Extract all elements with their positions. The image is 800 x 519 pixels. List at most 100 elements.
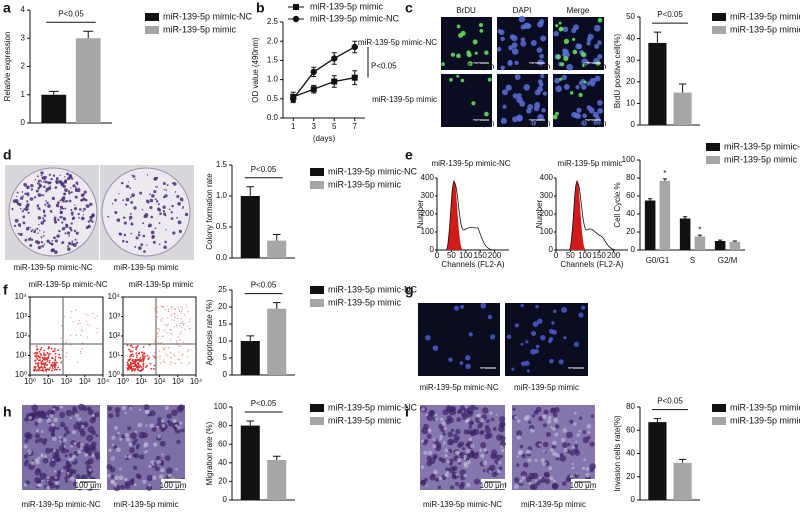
cell	[505, 84, 512, 91]
colony	[59, 211, 63, 215]
cell	[38, 437, 44, 443]
cell	[59, 411, 66, 419]
y-tick-label: 80	[626, 402, 635, 411]
cell	[447, 438, 454, 446]
cell	[53, 470, 57, 473]
colony	[24, 207, 29, 212]
cell	[549, 476, 554, 481]
colony	[22, 221, 26, 225]
cell	[63, 465, 67, 470]
event	[85, 320, 87, 322]
y-tick-label: 40	[626, 449, 635, 458]
event	[137, 368, 139, 371]
colony	[135, 236, 139, 240]
event	[88, 325, 91, 327]
marker	[351, 74, 358, 81]
event	[177, 343, 179, 346]
cell	[558, 21, 562, 25]
cell	[492, 453, 498, 459]
event	[134, 368, 137, 370]
cell	[490, 334, 496, 340]
x-axis-label: Channels (FL2-A)	[441, 260, 504, 269]
event	[138, 358, 141, 361]
cell	[530, 40, 537, 46]
event	[34, 368, 37, 370]
colony	[123, 221, 127, 225]
event	[132, 355, 135, 358]
event	[174, 316, 176, 318]
cell	[508, 45, 514, 51]
event	[162, 361, 164, 363]
event	[165, 347, 167, 349]
cell	[114, 485, 117, 488]
cell	[128, 442, 133, 447]
colony	[65, 190, 67, 193]
event	[153, 338, 155, 340]
colony	[36, 189, 39, 193]
y-tick-label: 25	[218, 285, 227, 294]
y-tick-label: 10⁴	[15, 292, 28, 301]
cell	[551, 329, 557, 335]
x-tick-label: S	[690, 256, 695, 265]
g1-peak	[446, 180, 463, 250]
cell	[59, 421, 66, 428]
panel-letter: c	[405, 0, 413, 16]
cell	[439, 434, 444, 439]
cell	[128, 406, 133, 411]
cell	[127, 426, 132, 431]
cell	[466, 482, 471, 488]
cell	[575, 85, 580, 90]
colony	[111, 203, 114, 205]
marker	[293, 4, 299, 10]
cell	[531, 414, 536, 418]
event	[157, 328, 159, 330]
colony	[49, 209, 53, 213]
event	[142, 365, 145, 368]
colony	[67, 245, 70, 248]
legend-swatch	[310, 299, 324, 307]
colony	[18, 202, 22, 207]
cell	[552, 309, 557, 314]
cell	[552, 451, 557, 457]
cell	[593, 24, 601, 32]
x-tick-label: 10¹	[42, 377, 54, 386]
error-bar	[683, 216, 688, 219]
panel-letter: i	[405, 404, 409, 420]
marker	[331, 78, 338, 85]
colony	[43, 243, 46, 245]
cell	[594, 43, 600, 49]
event	[129, 361, 132, 364]
y-tick-label: 300	[540, 191, 554, 200]
event	[181, 354, 183, 356]
cell	[54, 476, 58, 479]
event	[81, 347, 83, 350]
cell	[465, 355, 471, 361]
cell	[160, 426, 166, 433]
y-axis-label: Number	[535, 199, 544, 228]
cell	[578, 430, 582, 433]
cell	[51, 432, 56, 437]
event	[33, 369, 35, 372]
cell	[139, 454, 145, 460]
colony	[66, 231, 71, 235]
cell	[64, 479, 69, 483]
event	[54, 352, 57, 355]
cell	[496, 46, 502, 52]
x-tick-label: G2/M	[718, 256, 738, 265]
y-tick-label: 10²	[15, 331, 27, 340]
cell	[155, 455, 161, 461]
event	[142, 363, 145, 366]
cell	[133, 483, 137, 487]
event	[187, 363, 190, 365]
cell	[520, 40, 527, 47]
colony	[149, 205, 153, 210]
event	[54, 356, 57, 358]
cell	[40, 430, 44, 434]
cell	[458, 483, 465, 490]
cell	[487, 314, 493, 320]
cell	[69, 416, 73, 420]
colony	[143, 214, 147, 219]
cell	[538, 82, 544, 87]
colony	[137, 233, 141, 237]
cell	[542, 423, 547, 428]
